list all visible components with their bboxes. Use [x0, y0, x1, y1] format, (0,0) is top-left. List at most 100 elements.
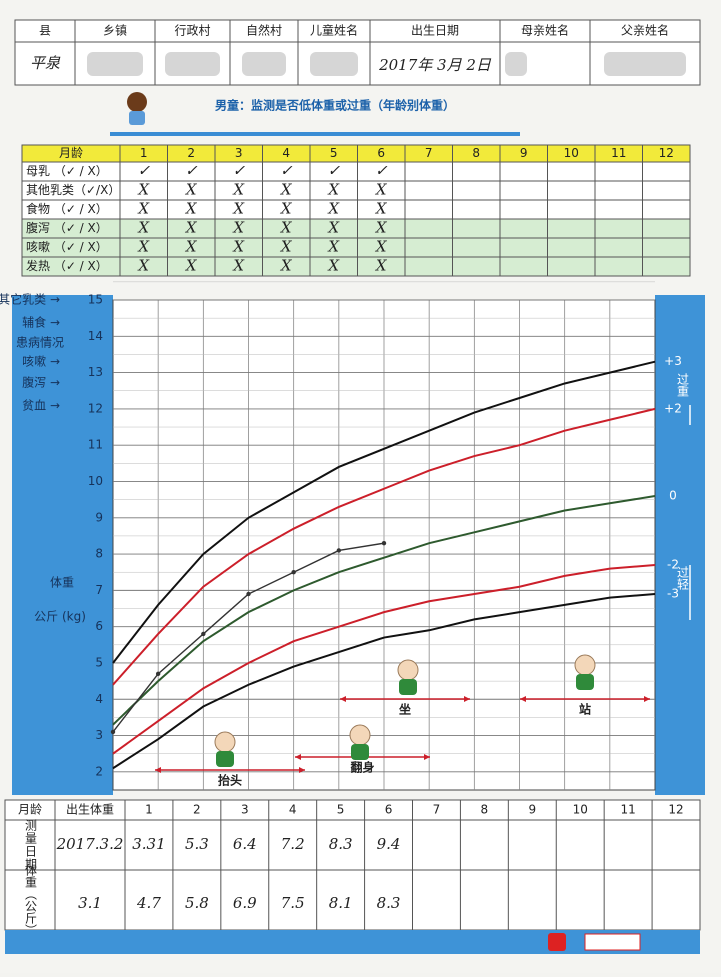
column-header: 母亲姓名: [521, 23, 569, 38]
feed-mark: X: [137, 200, 150, 218]
feed-row-bg: [22, 181, 690, 200]
month-header: 12: [659, 146, 674, 160]
baby-body: [216, 751, 234, 767]
month-header: 10: [564, 146, 579, 160]
y-tick-label: 3: [95, 728, 103, 742]
column-header: 出生日期: [411, 24, 459, 38]
measure-date: 7.2: [281, 835, 305, 853]
feed-mark: X: [375, 257, 388, 275]
feed-mark: X: [375, 200, 388, 218]
measure-weight: 3.1: [78, 894, 102, 912]
month-header: 1: [145, 803, 153, 817]
row-label: 母乳 （✓ / X）: [26, 164, 108, 178]
feed-mark: X: [137, 257, 150, 275]
feed-row-bg: [22, 219, 690, 238]
month-header: 12: [668, 803, 683, 817]
y-tick-label: 11: [88, 438, 103, 452]
legend-label: 0: [669, 489, 677, 503]
month-header: 11: [611, 146, 626, 160]
milestone-label: 坐: [399, 702, 411, 717]
y-label: 体重: [50, 576, 74, 590]
baby-head: [397, 659, 419, 681]
legend-label: -2: [667, 557, 679, 571]
y-tick-label: 9: [95, 510, 103, 524]
feed-mark: ✓: [185, 162, 198, 180]
month-header: 6: [385, 803, 393, 817]
feed-mark: X: [232, 238, 245, 256]
month-header: 7: [425, 146, 433, 160]
feed-mark: X: [137, 219, 150, 237]
baby-body: [576, 674, 594, 690]
measure-weight: 8.1: [329, 894, 353, 912]
month-header: 8: [481, 803, 489, 817]
y-tick-label: 14: [88, 329, 103, 343]
child-weight-point: [246, 591, 251, 597]
feed-mark: X: [327, 181, 340, 199]
month-header: 4: [289, 803, 297, 817]
feed-mark: ✓: [232, 162, 245, 180]
left-note: 其它乳类 →: [0, 292, 60, 307]
feed-mark: X: [185, 257, 198, 275]
blurred-cell: [310, 52, 358, 76]
month-header: 4: [282, 146, 290, 160]
measure-date: 3.31: [132, 835, 165, 853]
feed-mark: ✓: [375, 162, 388, 180]
blurred-cell: [505, 52, 527, 76]
month-header: 11: [620, 803, 635, 817]
baby-body: [399, 679, 417, 695]
milestone-label: 翻身: [350, 760, 374, 775]
feed-mark: X: [185, 200, 198, 218]
left-note: 贫血 →: [22, 398, 60, 413]
left-note: 患病情况: [16, 335, 64, 350]
left-note: 咳嗽 →: [22, 355, 60, 369]
baby-head: [574, 654, 596, 676]
measure-weight: 6.9: [233, 894, 257, 912]
month-header: 9: [520, 146, 528, 160]
feed-mark: X: [375, 181, 388, 199]
column-header: 自然村: [246, 23, 282, 38]
feed-mark: X: [137, 238, 150, 256]
blurred-cell: [604, 52, 686, 76]
left-band: [12, 295, 113, 795]
baby-head: [349, 724, 371, 746]
month-header: 9: [528, 803, 536, 817]
reference-curve: [112, 593, 656, 770]
reference-curve: [112, 495, 656, 726]
measure-weight: 4.7: [136, 894, 161, 912]
birth-header: 出生体重: [66, 803, 114, 817]
feed-mark: X: [232, 200, 245, 218]
measure-date: 5.3: [185, 835, 209, 853]
y-tick-label: 7: [95, 583, 103, 597]
column-header: 父亲姓名: [621, 23, 669, 38]
legend-label: +3: [664, 354, 682, 368]
feed-mark: X: [327, 219, 340, 237]
corner-label: 月龄: [18, 803, 42, 817]
feed-mark: X: [185, 181, 198, 199]
measure-date: 9.4: [377, 835, 401, 853]
y-tick-label: 2: [95, 764, 103, 778]
feed-mark: X: [327, 257, 340, 275]
child-weight-point: [336, 548, 342, 553]
boy-icon: [127, 92, 147, 112]
left-note: 腹泻 →: [22, 376, 60, 390]
column-header: 儿童姓名: [310, 23, 358, 38]
right-band: [655, 295, 705, 795]
feed-mark: X: [232, 181, 245, 199]
month-header: 1: [140, 146, 148, 160]
measure-table: [4, 799, 701, 931]
child-weight-point: [110, 729, 116, 735]
y-tick-label: 8: [95, 547, 103, 561]
feed-header-bg: [22, 145, 690, 162]
overweight-label: 过重: [676, 373, 690, 397]
feed-mark: X: [185, 219, 198, 237]
footer-bar: [5, 930, 700, 954]
feed-mark: X: [280, 238, 293, 256]
feed-mark: X: [280, 219, 293, 237]
column-header: 行政村: [174, 24, 210, 38]
feed-mark: X: [327, 238, 340, 256]
feed-row-bg: [22, 200, 690, 219]
left-note: 辅食 →: [22, 315, 60, 330]
child-weight-point: [155, 671, 161, 677]
